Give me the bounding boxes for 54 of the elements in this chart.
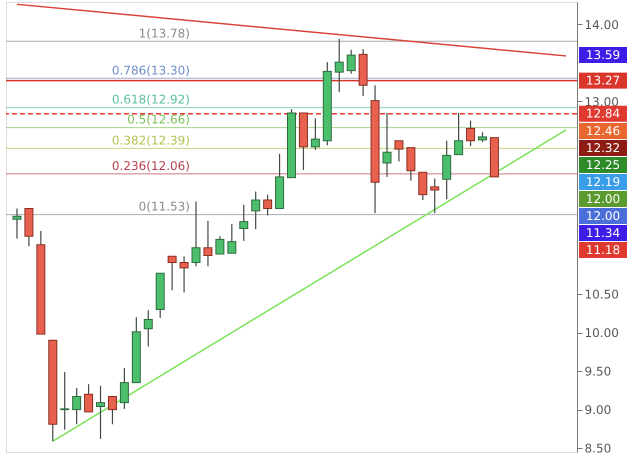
candlestick <box>203 220 212 267</box>
candlestick <box>466 120 476 147</box>
candlestick <box>60 371 70 430</box>
candlestick <box>310 118 320 151</box>
text: 11.18 <box>586 243 620 257</box>
candlestick <box>192 200 201 267</box>
candlestick <box>263 194 272 216</box>
y-tick-label: 10.50 <box>584 288 619 302</box>
candlestick <box>430 178 440 214</box>
ref-line-label: 13.27 <box>586 74 620 88</box>
text: 12.46 <box>586 124 620 138</box>
candlestick <box>215 236 224 255</box>
annotation: 1(13.78) <box>138 26 190 40</box>
y-tick-label: 9.00 <box>584 403 612 418</box>
candlestick <box>144 310 153 348</box>
candlestick <box>108 396 117 425</box>
candlestick <box>227 223 236 254</box>
candlestick <box>454 112 464 156</box>
text: 13.59 <box>586 48 620 62</box>
candlestick <box>442 140 452 200</box>
candlestick <box>120 367 129 410</box>
y-tick-label: 10.00 <box>584 326 619 340</box>
text: 12.32 <box>586 141 620 155</box>
candlestick <box>478 132 487 143</box>
annotation: 0.382(12.39) <box>112 133 190 148</box>
candlestick <box>346 49 356 74</box>
candlestick <box>84 384 94 413</box>
text: 12.19 <box>586 175 620 189</box>
y-tick-label: 8.50 <box>584 442 612 456</box>
text: 12.25 <box>586 158 620 172</box>
text: 12.00 <box>586 192 620 206</box>
candlestick <box>180 256 189 294</box>
y-tick-label: 14.00 <box>584 18 619 32</box>
annotation: 0.618(12.92) <box>112 92 190 107</box>
candlestick <box>12 208 22 240</box>
candlestick <box>96 385 106 440</box>
candlestick <box>382 112 392 178</box>
candlestick <box>72 387 82 425</box>
text: 11.34 <box>586 226 620 240</box>
candlestick <box>406 147 416 182</box>
candlestick <box>394 140 404 162</box>
candlestick <box>168 256 177 291</box>
candlestick <box>251 190 260 230</box>
annotation: 0.786(13.30) <box>112 63 190 78</box>
annotation: 0(11.53) <box>138 200 190 214</box>
ref-line-label: 12.84 <box>586 106 620 121</box>
candlestick <box>239 204 248 242</box>
candlestick <box>418 172 428 201</box>
annotation: 0.236(12.06) <box>112 158 190 173</box>
annotation: 0.5(12.66) <box>127 112 190 127</box>
y-tick-label: 13.00 <box>584 94 619 109</box>
text: 12.00 <box>586 209 620 223</box>
candlestick <box>334 38 344 93</box>
y-tick-label: 9.50 <box>584 364 612 379</box>
